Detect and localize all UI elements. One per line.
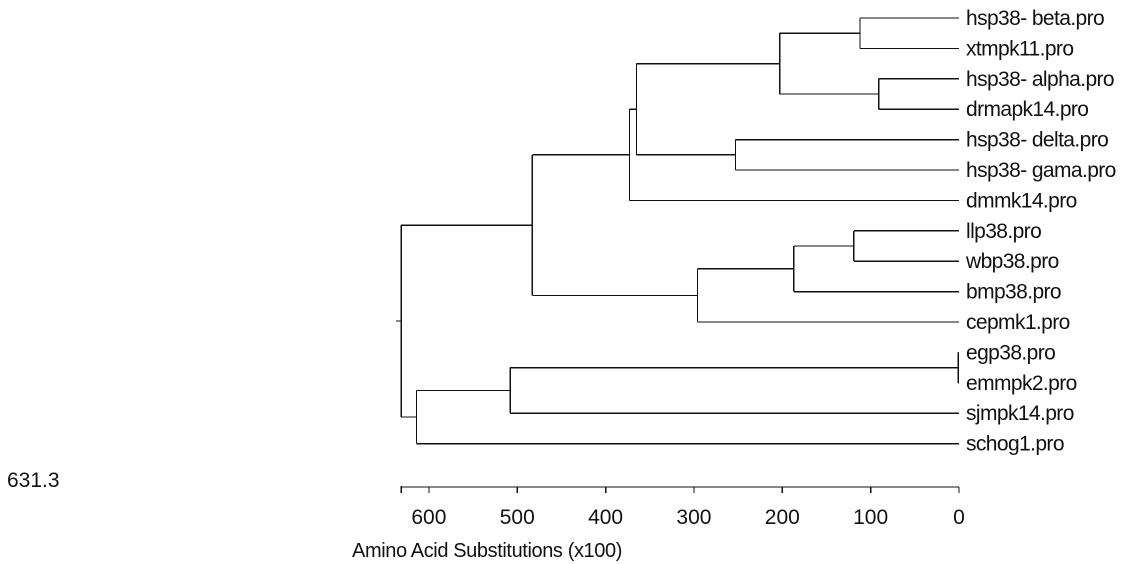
tree-branches [396,17,959,445]
scale-max-label: 631.3 [7,469,60,492]
tick-label: 200 [765,506,800,529]
axis-title: Amino Acid Substitutions (x100) [352,540,622,562]
leaf-label: xtmpk11.pro [966,37,1073,60]
leaf-label: llp38.pro [966,220,1041,243]
leaf-label: dmmk14.pro [966,189,1077,212]
tick-label: 0 [953,506,965,529]
leaf-label: egp38.pro [966,341,1055,364]
leaf-label: hsp38- delta.pro [966,129,1108,152]
tick-label: 600 [411,506,446,529]
leaf-label: sjmpk14.pro [966,402,1074,425]
leaf-label: hsp38- alpha.pro [966,68,1114,91]
leaf-label: schog1.pro [966,433,1064,456]
tick-label: 400 [588,506,623,529]
leaf-label: wbp38.pro [965,250,1059,273]
leaf-label: hsp38- beta.pro [966,7,1104,30]
leaf-labels: hsp38- beta.pro xtmpk11.pro hsp38- alpha.p… [965,7,1116,456]
tick-label: 500 [500,506,535,529]
leaf-label: hsp38- gama.pro [966,159,1116,182]
leaf-label: emmpk2.pro [966,372,1077,395]
tick-label: 300 [676,506,711,529]
leaf-label: drmapk14.pro [966,98,1088,121]
tick-label: 100 [853,506,888,529]
leaf-label: cepmk1.pro [966,311,1070,334]
distance-axis: 631.3 Amino Acid Substitutions (x100) 60… [7,469,965,562]
leaf-label: bmp38.pro [966,281,1061,304]
